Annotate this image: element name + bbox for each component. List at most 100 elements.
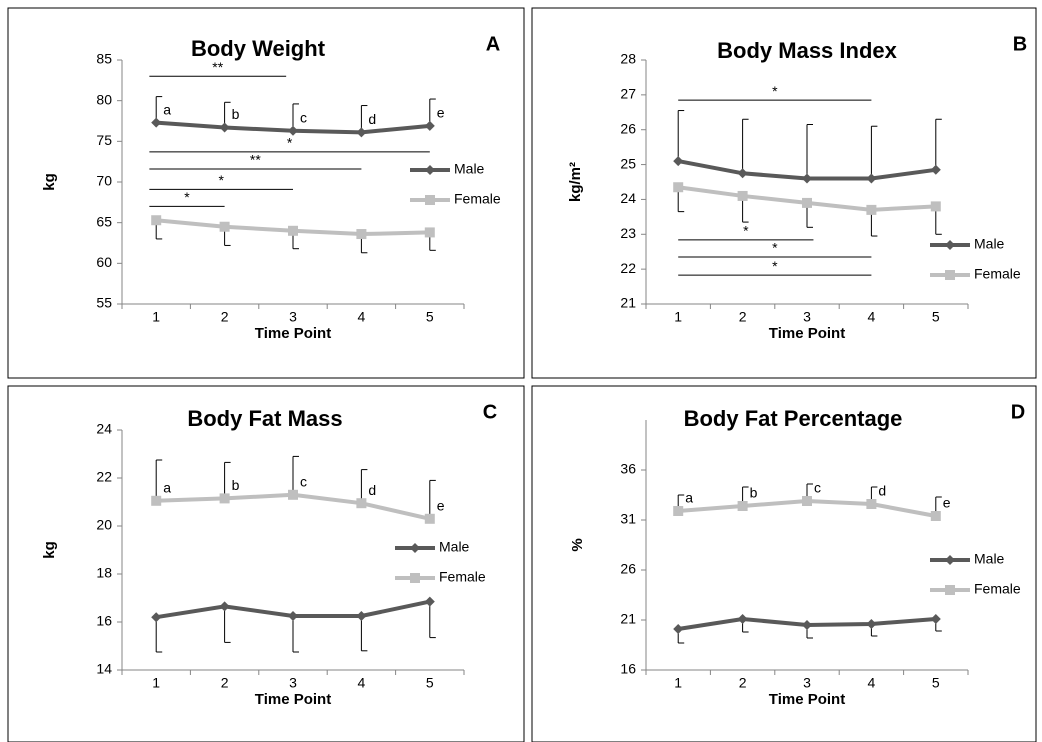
point-label: a (163, 101, 171, 117)
marker (802, 197, 812, 208)
x-tick-label: 5 (932, 309, 940, 325)
point-label: b (750, 485, 758, 501)
x-tick-label: 5 (932, 675, 940, 691)
marker (219, 493, 230, 504)
marker (288, 125, 298, 136)
error-bar (292, 455, 299, 495)
error-bar (677, 110, 685, 162)
x-tick-label: 3 (803, 309, 811, 325)
y-tick-label: 26 (620, 561, 636, 577)
error-bar (224, 461, 231, 499)
y-tick-label: 16 (96, 613, 112, 629)
marker (288, 489, 298, 500)
marker (219, 122, 230, 133)
error-bar (935, 118, 942, 170)
marker (288, 225, 298, 236)
marker (424, 227, 435, 238)
marker (356, 127, 367, 138)
point-label: c (814, 480, 821, 496)
x-tick-label: 4 (358, 675, 366, 691)
marker (424, 120, 435, 131)
y-tick-label: 21 (620, 611, 636, 627)
y-tick-label: 36 (620, 461, 636, 477)
error-bar (360, 469, 368, 504)
marker (737, 501, 748, 511)
point-label: d (368, 111, 376, 127)
point-label: e (943, 495, 951, 511)
panel-letter: C (483, 401, 497, 423)
significance-label: ** (212, 59, 223, 75)
marker (866, 173, 877, 184)
marker (673, 156, 684, 167)
error-bar (806, 123, 813, 179)
significance-label: * (184, 189, 190, 205)
marker (945, 585, 955, 595)
marker (219, 601, 230, 612)
significance-label: ** (250, 152, 261, 168)
y-tick-label: 85 (96, 51, 112, 67)
y-tick-label: 80 (96, 91, 112, 107)
y-tick-label: 70 (96, 173, 112, 189)
panel-letter: D (1011, 401, 1025, 423)
x-tick-label: 1 (674, 675, 682, 691)
marker (410, 543, 420, 553)
marker (802, 173, 812, 184)
legend-label: Female (974, 266, 1021, 282)
panel-letter: A (486, 33, 500, 55)
x-tick-label: 5 (426, 309, 434, 325)
point-label: a (685, 490, 693, 506)
x-tick-label: 2 (221, 675, 229, 691)
point-label: b (232, 106, 240, 122)
marker (802, 620, 812, 630)
chart-title: Body Mass Index (717, 38, 897, 63)
marker (945, 270, 955, 280)
x-tick-label: 2 (739, 675, 747, 691)
error-bar (360, 616, 368, 652)
marker (673, 506, 684, 516)
error-bar (742, 118, 749, 174)
x-tick-label: 3 (289, 675, 297, 691)
legend-label: Female (974, 581, 1021, 597)
marker (866, 499, 877, 509)
point-label: d (878, 483, 886, 499)
panel-frame (531, 7, 1037, 379)
chart-title: Body Weight (191, 36, 326, 61)
error-bar (155, 617, 163, 653)
error-bar (292, 616, 299, 653)
marker (930, 614, 941, 624)
point-label: e (437, 105, 445, 121)
significance-label: * (772, 240, 778, 256)
marker (866, 204, 877, 215)
point-label: d (368, 482, 376, 498)
point-label: b (232, 477, 240, 493)
y-tick-label: 55 (96, 295, 112, 311)
error-bar (870, 125, 878, 179)
marker (151, 215, 162, 226)
y-tick-label: 14 (96, 661, 112, 677)
y-tick-label: 25 (620, 155, 636, 171)
marker (945, 555, 955, 565)
point-label: e (437, 498, 445, 514)
y-tick-label: 18 (96, 565, 112, 581)
marker (424, 596, 435, 607)
x-tick-label: 4 (358, 309, 366, 325)
significance-label: * (218, 172, 224, 188)
marker (737, 190, 748, 201)
y-tick-label: 24 (620, 190, 636, 206)
y-tick-label: 21 (620, 295, 636, 311)
marker (945, 240, 955, 250)
y-axis-label: kg/m² (567, 162, 584, 202)
legend-label: Male (439, 539, 470, 555)
marker (673, 182, 684, 193)
x-tick-label: 3 (803, 675, 811, 691)
marker (151, 117, 162, 128)
chart-title: Body Fat Percentage (684, 406, 903, 431)
panel-frame (7, 7, 525, 379)
y-tick-label: 60 (96, 254, 112, 270)
y-tick-label: 22 (96, 469, 112, 485)
error-bar (429, 479, 436, 519)
marker (930, 201, 941, 212)
marker (410, 573, 420, 583)
legend-label: Male (454, 161, 485, 177)
marker (425, 165, 435, 175)
